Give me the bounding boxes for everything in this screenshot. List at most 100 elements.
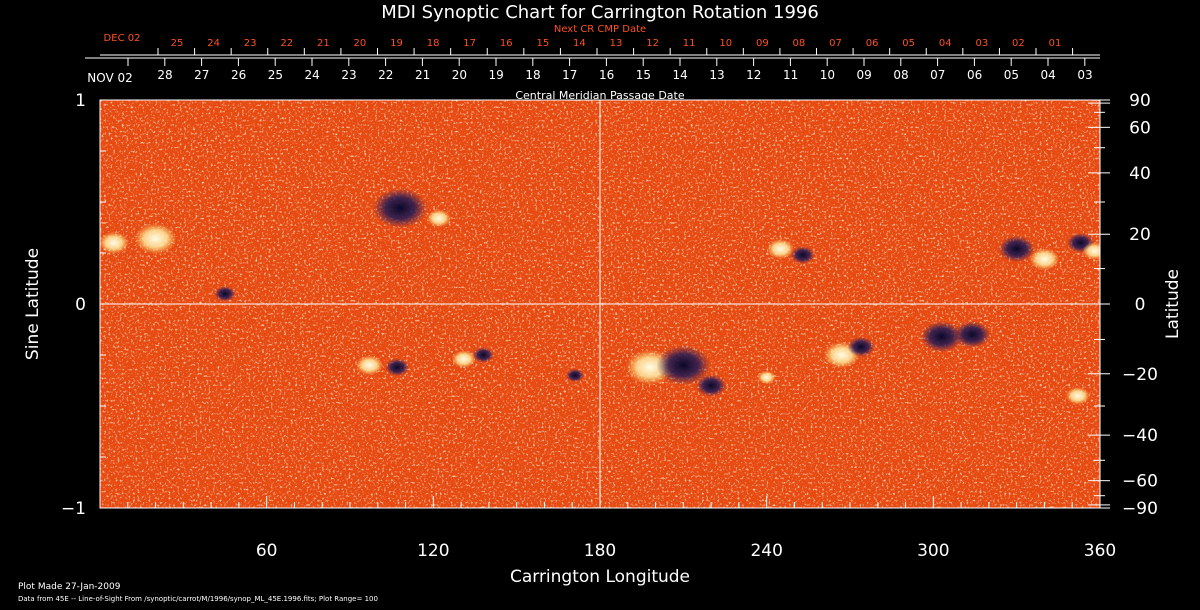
next-day-label: 14 — [573, 38, 586, 49]
cmp-day-label: 28 — [157, 68, 172, 82]
negative-polarity-region — [214, 286, 236, 302]
x-tick-label: 180 — [584, 541, 616, 561]
y-right-tick-label: −40 — [1122, 426, 1158, 446]
next-day-label: 24 — [207, 38, 220, 49]
cmp-axis-label: Central Meridian Passage Date — [515, 89, 684, 102]
next-day-label: 07 — [829, 38, 842, 49]
cmp-day-label: 09 — [857, 68, 872, 82]
x-axis-label: Carrington Longitude — [510, 567, 690, 587]
cmp-day-label: 19 — [489, 68, 504, 82]
y-right-tick-label: 90 — [1129, 91, 1151, 111]
data-source-note: Data from 45E -- Line-of-Sight From /syn… — [18, 595, 378, 603]
negative-polarity-region — [920, 321, 963, 353]
cmp-day-label: 26 — [231, 68, 246, 82]
x-tick-label: 360 — [1084, 541, 1116, 561]
chart-title: MDI Synoptic Chart for Carrington Rotati… — [381, 2, 819, 23]
next-day-label: 05 — [902, 38, 915, 49]
y-right-tick-label: 20 — [1129, 225, 1151, 245]
negative-polarity-region — [847, 336, 875, 357]
x-tick-label: 120 — [417, 541, 449, 561]
negative-polarity-region — [790, 246, 815, 264]
y-axis-right-label: Latitude — [1163, 269, 1183, 339]
cmp-day-label: 08 — [893, 68, 908, 82]
next-day-label: 06 — [866, 38, 879, 49]
positive-polarity-region — [757, 370, 776, 385]
cmp-day-label: 24 — [305, 68, 320, 82]
next-cmp-axis: 25 24 23 22 21 20 19 18 17 16 15 14 13 12 11 10 09 08 07 06… — [100, 38, 1100, 56]
next-day-label: 23 — [244, 38, 257, 49]
negative-polarity-region — [373, 188, 427, 228]
positive-polarity-region — [426, 209, 451, 228]
negative-polarity-region — [385, 358, 410, 377]
cmp-day-label: 27 — [194, 68, 209, 82]
positive-polarity-region — [355, 355, 383, 376]
cmp-day-label: 13 — [709, 68, 724, 82]
negative-polarity-region — [656, 345, 711, 386]
cmp-date-axis: 28 27 26 25 24 23 22 21 20 19 18 17 16 15 14 13 12 11 10 09… — [85, 57, 1100, 82]
cmp-start-label: NOV 02 — [87, 71, 133, 85]
next-day-label: 04 — [939, 38, 952, 49]
cmp-day-label: 14 — [673, 68, 688, 82]
cmp-day-label: 22 — [378, 68, 393, 82]
y-left-tick-label: 1 — [75, 91, 86, 111]
next-day-label: 21 — [317, 38, 330, 49]
cmp-day-label: 20 — [452, 68, 467, 82]
next-day-label: 15 — [536, 38, 549, 49]
y-right-tick-label: −90 — [1122, 499, 1158, 519]
next-day-label: 16 — [500, 38, 513, 49]
cmp-day-label: 07 — [930, 68, 945, 82]
cmp-day-label: 10 — [820, 68, 835, 82]
positive-polarity-region — [767, 239, 795, 259]
cmp-day-label: 12 — [746, 68, 761, 82]
next-day-label: 02 — [1012, 38, 1025, 49]
next-day-label: 17 — [463, 38, 476, 49]
x-tick-label: 60 — [256, 541, 278, 561]
negative-polarity-region — [472, 347, 494, 363]
negative-polarity-region — [954, 321, 991, 348]
negative-polarity-region — [998, 235, 1035, 263]
cmp-day-label: 21 — [415, 68, 430, 82]
x-tick-label: 240 — [750, 541, 782, 561]
positive-polarity-region — [1029, 248, 1060, 271]
cmp-day-label: 25 — [268, 68, 283, 82]
cmp-day-label: 04 — [1041, 68, 1056, 82]
cmp-day-label: 06 — [967, 68, 982, 82]
next-day-label: 20 — [354, 38, 367, 49]
cmp-day-label: 18 — [525, 68, 540, 82]
y-axis-left-label: Sine Latitude — [23, 248, 43, 360]
next-day-label: 18 — [427, 38, 440, 49]
cmp-day-label: 15 — [636, 68, 651, 82]
next-day-label: 19 — [390, 38, 403, 49]
negative-polarity-region — [566, 368, 584, 382]
cmp-day-label: 16 — [599, 68, 614, 82]
y-right-tick-label: 40 — [1129, 164, 1151, 184]
next-day-label: 13 — [610, 38, 623, 49]
next-day-label: 08 — [793, 38, 806, 49]
next-day-label: 03 — [975, 38, 988, 49]
positive-polarity-region — [100, 231, 129, 254]
next-cmp-axis-label: Next CR CMP Date — [554, 24, 646, 35]
next-day-label: 10 — [719, 38, 732, 49]
y-left-tick-label: 0 — [75, 295, 86, 315]
next-day-label: 01 — [1049, 38, 1062, 49]
next-day-label: 22 — [280, 38, 293, 49]
cmp-day-label: 11 — [783, 68, 798, 82]
next-day-label: 12 — [646, 38, 659, 49]
next-cmp-start-label: DEC 02 — [104, 33, 141, 44]
sine-latitude-axis: 1 0 −1 — [61, 91, 112, 519]
longitude-axis: 60 120 180 240 300 360 — [99, 496, 1116, 561]
x-tick-label: 300 — [917, 541, 949, 561]
next-day-label: 11 — [683, 38, 696, 49]
cmp-day-label: 05 — [1004, 68, 1019, 82]
y-right-tick-label: 0 — [1135, 295, 1146, 315]
positive-polarity-region — [1065, 387, 1090, 405]
plot-made-note: Plot Made 27-Jan-2009 — [18, 582, 121, 592]
positive-polarity-region — [451, 350, 476, 368]
positive-polarity-region — [134, 223, 177, 255]
negative-polarity-region — [696, 374, 727, 397]
cmp-day-label: 03 — [1077, 68, 1092, 82]
cmp-day-label: 23 — [341, 68, 356, 82]
latitude-axis: 90 60 40 20 0 −20 −40 −60 −90 — [1088, 91, 1158, 519]
y-right-tick-label: 60 — [1129, 118, 1151, 138]
